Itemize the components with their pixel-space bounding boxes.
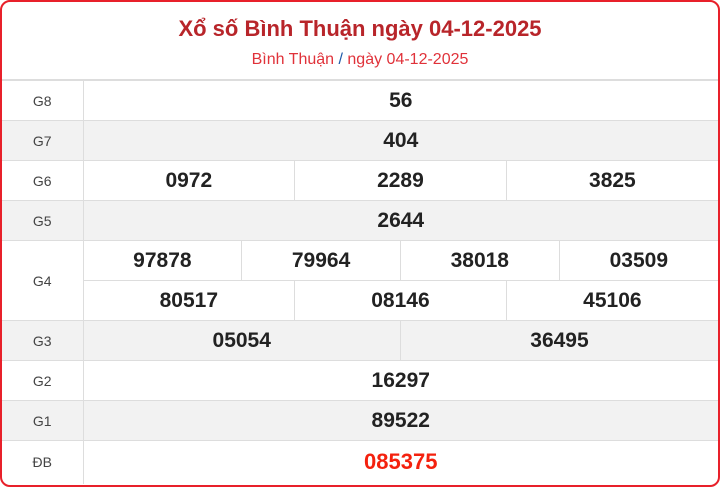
prize-label: G7: [2, 120, 84, 161]
prize-label: G2: [2, 360, 84, 401]
prize-number: 03509: [558, 240, 718, 281]
prize-number: 3825: [505, 160, 718, 201]
prize-number: 2289: [294, 160, 507, 201]
row-special: ĐB 085375: [2, 440, 718, 484]
row-g5: G5 2644: [2, 200, 718, 241]
row-g6: G6 0972 2289 3825: [2, 160, 718, 201]
breadcrumb-province-link[interactable]: Bình Thuận: [251, 51, 335, 68]
prize-label: G4: [2, 240, 84, 321]
special-prize-number: 085375: [82, 440, 718, 484]
prize-label: G6: [2, 160, 84, 201]
prize-number: 16297: [82, 360, 718, 401]
prize-number: 38018: [399, 240, 560, 281]
breadcrumb-date[interactable]: ngày 04-12-2025: [347, 51, 469, 68]
prize-number: 05054: [82, 320, 401, 361]
prize-label: G8: [2, 80, 84, 121]
prize-label: G3: [2, 320, 84, 361]
page-title: Xổ số Bình Thuận ngày 04-12-2025: [178, 16, 542, 41]
row-g2: G2 16297: [2, 360, 718, 401]
results-table: G8 56 G7 404 G6 0972 2289 3825 G5 2644 G4 97878…: [2, 80, 718, 484]
row-g1: G1 89522: [2, 400, 718, 441]
row-g7: G7 404: [2, 120, 718, 161]
prize-number: 89522: [82, 400, 718, 441]
prize-number: 404: [82, 120, 718, 161]
prize-label: G5: [2, 200, 84, 241]
prize-number: 97878: [82, 240, 243, 281]
row-g4-2: 80517 08146 45106: [2, 280, 718, 321]
prize-label: ĐB: [2, 440, 84, 484]
prize-number: 80517: [83, 280, 296, 321]
row-g4: G4 97878 79964 38018 03509: [2, 240, 718, 321]
row-g8: G8 56: [2, 80, 718, 121]
prize-number: 08146: [294, 280, 507, 321]
prize-label: G1: [2, 400, 84, 441]
prize-number: 79964: [241, 240, 401, 281]
row-g3: G3 05054 36495: [2, 320, 718, 361]
prize-number: 2644: [82, 200, 718, 241]
breadcrumb-separator: /: [338, 51, 343, 68]
prize-number: 36495: [399, 320, 718, 361]
prize-number: 56: [82, 80, 718, 121]
breadcrumb: Bình Thuận / ngày 04-12-2025: [2, 50, 718, 70]
prize-number: 0972: [82, 160, 296, 201]
header: Xổ số Bình Thuận ngày 04-12-2025 Bình Th…: [2, 2, 718, 80]
prize-number: 45106: [505, 280, 718, 321]
